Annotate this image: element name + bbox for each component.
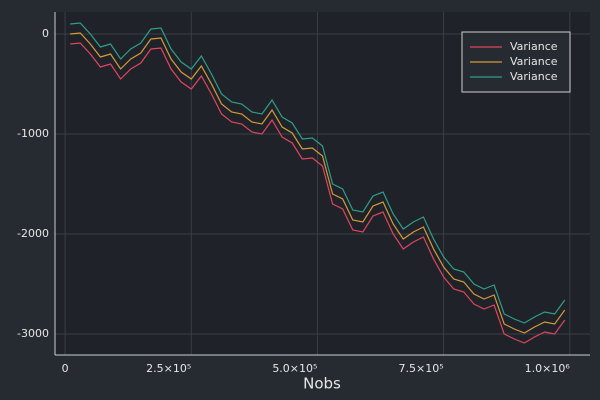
x-tick-label: 7.5×10⁵ (399, 362, 444, 375)
legend-label: Variance (510, 70, 558, 83)
x-tick-label: 1.0×10⁶ (525, 362, 571, 375)
x-tick-label: 0 (62, 362, 69, 375)
line-series (70, 42, 566, 344)
y-tick-label: 0 (42, 27, 49, 40)
line-series (70, 22, 566, 324)
legend-label: Variance (510, 55, 558, 68)
x-tick-label: 5.0×10⁵ (272, 362, 317, 375)
x-axis-label: Nobs (303, 375, 341, 393)
y-tick-label: -2000 (17, 227, 49, 240)
y-tick-label: -3000 (17, 327, 49, 340)
legend-label: Variance (510, 40, 558, 53)
y-tick-label: -1000 (17, 127, 49, 140)
x-tick-label: 2.5×10⁵ (146, 362, 191, 375)
line-series (70, 32, 566, 334)
